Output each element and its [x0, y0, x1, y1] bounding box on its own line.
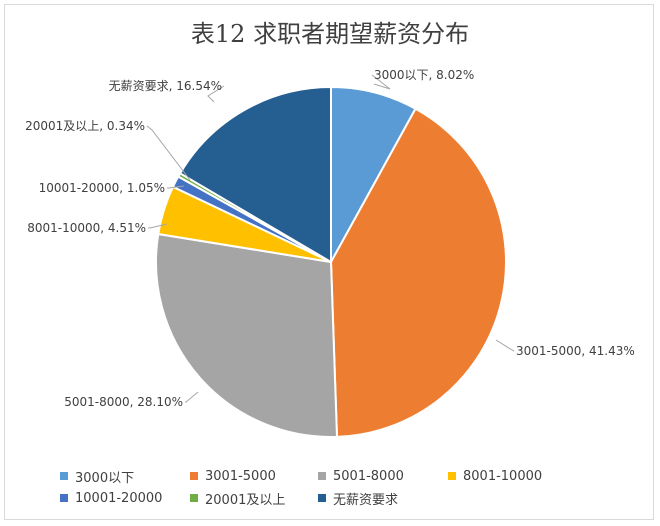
data-label: 5001-8000, 28.10% — [64, 395, 183, 409]
leader-line — [148, 223, 168, 229]
legend-item: 5001-8000 — [318, 469, 448, 484]
legend-item: 3001-5000 — [190, 469, 318, 484]
data-label: 3001-5000, 41.43% — [516, 344, 635, 358]
legend-label: 10001-20000 — [75, 490, 163, 506]
data-label: 8001-10000, 4.51% — [27, 221, 146, 235]
legend-swatch — [60, 472, 68, 480]
legend-item: 8001-10000 — [448, 469, 588, 484]
legend-item: 20001及以上 — [190, 489, 318, 508]
leader-line — [207, 85, 225, 103]
leader-line — [185, 391, 199, 403]
legend-label: 3001-5000 — [205, 468, 276, 484]
legend-swatch — [190, 494, 198, 502]
legend-row: 10001-20000 20001及以上 无薪资要求 — [60, 487, 620, 509]
legend-item: 无薪资要求 — [318, 489, 448, 508]
legend-label: 3000以下 — [75, 470, 135, 486]
pie-slice-3000 — [330, 85, 417, 263]
leader-line — [371, 74, 391, 90]
data-label: 10001-20000, 1.05% — [39, 181, 165, 195]
legend: 3000以下 3001-5000 5001-8000 8001-10000 10001… — [60, 465, 620, 509]
leader-line — [495, 339, 515, 352]
data-label: 无薪资要求, 16.54% — [109, 79, 222, 93]
leader-line — [146, 125, 191, 181]
legend-item: 3000以下 — [60, 467, 190, 486]
legend-swatch — [448, 472, 456, 480]
leader-line — [167, 185, 185, 189]
legend-row: 3000以下 3001-5000 5001-8000 8001-10000 — [60, 465, 620, 487]
legend-label: 20001及以上 — [205, 492, 286, 508]
pie-slice-5001-8000 — [155, 232, 339, 438]
chart-title: 表12 求职者期望薪资分布 — [190, 20, 470, 48]
legend-label: 5001-8000 — [333, 468, 404, 484]
data-label: 20001及以上, 0.34% — [25, 119, 145, 133]
legend-swatch — [318, 472, 326, 480]
pie-slice-slice — [178, 85, 332, 264]
legend-label: 无薪资要求 — [333, 492, 399, 508]
legend-swatch — [60, 494, 68, 502]
pie-slice-3001-5000 — [329, 107, 507, 438]
legend-item: 10001-20000 — [60, 491, 190, 506]
legend-swatch — [318, 494, 326, 502]
legend-swatch — [190, 472, 198, 480]
legend-label: 8001-10000 — [463, 468, 543, 484]
data-label: 3000以下, 8.02% — [374, 68, 474, 82]
